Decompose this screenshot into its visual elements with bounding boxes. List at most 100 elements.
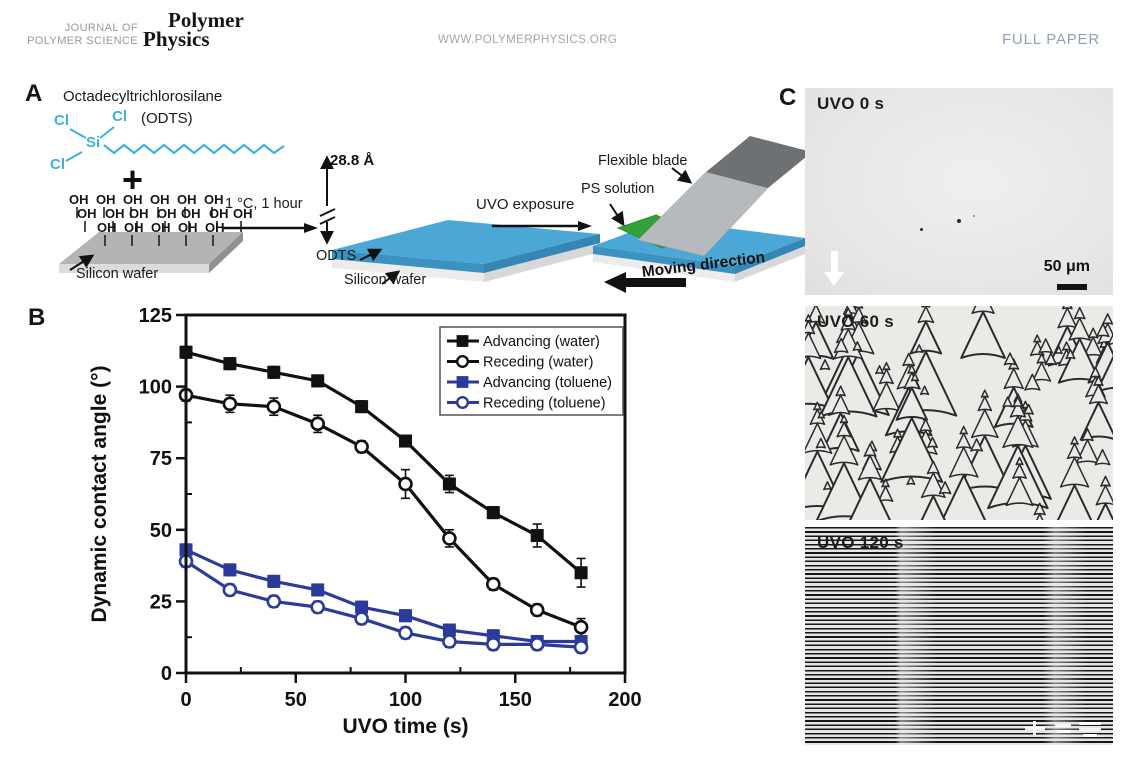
micrograph-uvo-120s: UVO 120 s (805, 527, 1113, 745)
odts-pointer-arrow (359, 248, 383, 262)
svg-text:75: 75 (150, 448, 172, 470)
odts-layer-label: ODTS (316, 248, 357, 264)
moving-direction-arrow (604, 272, 686, 293)
silicon-pointer-arrow (381, 270, 401, 285)
molecule-title: Octadecyltrichlorosilane (63, 88, 223, 105)
wafer-silicon-front (593, 254, 735, 282)
scale-bar-text: 50 μm (1043, 258, 1090, 275)
odts-thickness-label: 28.8 Å (330, 152, 375, 169)
panel-c-label: C (779, 84, 797, 111)
silicon-layer-front (332, 259, 484, 282)
svg-text:OH: OH (157, 206, 177, 221)
dust-particle (957, 219, 961, 223)
journal-logo-line1: Polymer (168, 8, 244, 32)
svg-text:OH: OH (177, 192, 197, 207)
journal-website: WWW.POLYMERPHYSICS.ORG (438, 34, 618, 46)
break-mark (319, 216, 336, 225)
si-atom-label: Si (86, 134, 100, 151)
svg-text:Dynamic contact angle (°): Dynamic contact angle (°) (88, 366, 111, 623)
svg-text:OH: OH (129, 206, 149, 221)
flow-direction-arrow (821, 251, 847, 286)
cl-atom-label: Cl (112, 108, 127, 125)
svg-text:UVO time (s): UVO time (s) (342, 715, 468, 738)
blade-pointer-arrow (671, 167, 693, 184)
flexible-blade-label: Flexible blade (598, 153, 688, 169)
series-receding-water- (178, 387, 589, 637)
svg-text:OH: OH (150, 192, 170, 207)
journal-name-line2: POLYMER SCIENCE (27, 35, 138, 47)
wafer-front-face (593, 246, 735, 274)
plus-sign: + (122, 159, 144, 200)
reaction-arrow (222, 223, 318, 233)
journal-logo: Polymer Physics (143, 8, 244, 50)
svg-text:50: 50 (285, 689, 307, 711)
svg-text:OH: OH (97, 220, 117, 235)
silicon-layer-side (484, 243, 600, 282)
panel-a-label: A (25, 80, 43, 107)
ps-solution-label: PS solution (581, 181, 655, 197)
svg-text:Advancing (toluene): Advancing (toluene) (483, 375, 612, 391)
svg-text:OH: OH (204, 192, 224, 207)
uvo-exposure-arrow (492, 221, 592, 231)
blade-coating-drawing (593, 136, 812, 293)
silicon-wafer-front-face (59, 264, 209, 273)
cl-atom-label: Cl (54, 112, 69, 129)
svg-text:OH: OH (233, 206, 253, 221)
svg-text:OH: OH (124, 220, 144, 235)
svg-text:OH: OH (105, 206, 125, 221)
wafer-silicon-side (735, 246, 805, 282)
svg-text:OH: OH (77, 206, 97, 221)
panel-b-label: B (28, 304, 46, 331)
silicon-wafer-label-2: Silicon wafer (344, 272, 427, 288)
journal-name: JOURNAL OF POLYMER SCIENCE (8, 22, 138, 48)
svg-text:200: 200 (608, 689, 641, 711)
svg-text:Receding (water): Receding (water) (483, 355, 593, 371)
silicon-wafer-side-face (209, 232, 243, 273)
chart-legend: Advancing (water) Receding (water) Advanci… (439, 326, 624, 416)
micrograph-label-120s: UVO 120 s (817, 533, 904, 552)
svg-text:150: 150 (499, 689, 532, 711)
series-receding-toluene- (178, 554, 589, 655)
ps-pointer-arrow (609, 203, 625, 227)
odts-layer-side (484, 234, 600, 273)
micrograph-label-0s: UVO 0 s (817, 94, 885, 113)
svg-text:Advancing (water): Advancing (water) (483, 334, 600, 350)
alkyl-chain-zigzag (103, 143, 285, 155)
scale-bar (1057, 284, 1087, 290)
svg-text:0: 0 (180, 689, 191, 711)
cl-atom-label: Cl (50, 156, 65, 173)
flexible-blade-upper (706, 136, 812, 188)
odts-wafer-drawing (319, 155, 600, 285)
uvo-exposure-label: UVO exposure (476, 196, 575, 213)
svg-text:50: 50 (150, 520, 172, 542)
journal-name-line1: JOURNAL OF (64, 22, 138, 34)
dust-particle (920, 228, 923, 231)
dewetting-fingered-pattern (805, 306, 1113, 520)
svg-text:OH: OH (96, 192, 116, 207)
arrow-shaft (830, 251, 838, 272)
svg-text:25: 25 (150, 591, 172, 613)
svg-text:OH: OH (205, 220, 225, 235)
svg-text:OH: OH (209, 206, 229, 221)
dust-particle (973, 215, 975, 217)
watermark-marks (1025, 721, 1101, 737)
svg-text:125: 125 (139, 305, 172, 327)
svg-text:OH: OH (123, 192, 143, 207)
silicon-wafer-pointer-arrow (69, 254, 95, 271)
odts-molecule-drawing: Cl Cl Si Cl (50, 108, 285, 173)
article-type-badge: FULL PAPER (1001, 31, 1100, 48)
micrograph-uvo-60s: UVO 60 s (805, 306, 1113, 520)
svg-text:OH: OH (181, 206, 201, 221)
break-mark (319, 208, 336, 217)
svg-text:OH: OH (151, 220, 171, 235)
odts-layer-top (332, 220, 600, 264)
svg-text:0: 0 (161, 663, 172, 685)
svg-text:OH: OH (178, 220, 198, 235)
measure-line-break-mask (319, 206, 335, 222)
svg-text:Receding (toluene): Receding (toluene) (483, 396, 606, 412)
molecule-abbr: (ODTS) (141, 110, 193, 127)
micrograph-label-60s: UVO 60 s (817, 312, 895, 331)
svg-text:OH: OH (69, 192, 89, 207)
